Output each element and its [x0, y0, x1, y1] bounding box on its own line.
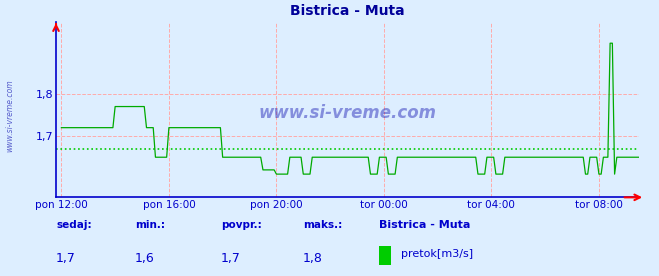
Text: 1,7: 1,7 [221, 252, 241, 265]
Text: www.si-vreme.com: www.si-vreme.com [5, 79, 14, 152]
Text: min.:: min.: [135, 220, 165, 230]
Text: 1,7: 1,7 [56, 252, 76, 265]
Text: sedaj:: sedaj: [56, 220, 92, 230]
Text: 1,6: 1,6 [135, 252, 155, 265]
Text: povpr.:: povpr.: [221, 220, 262, 230]
Text: Bistrica - Muta: Bistrica - Muta [379, 220, 471, 230]
Title: Bistrica - Muta: Bistrica - Muta [291, 4, 405, 18]
Text: maks.:: maks.: [303, 220, 343, 230]
Text: www.si-vreme.com: www.si-vreme.com [258, 104, 437, 122]
Text: pretok[m3/s]: pretok[m3/s] [401, 249, 473, 259]
Text: 1,8: 1,8 [303, 252, 323, 265]
